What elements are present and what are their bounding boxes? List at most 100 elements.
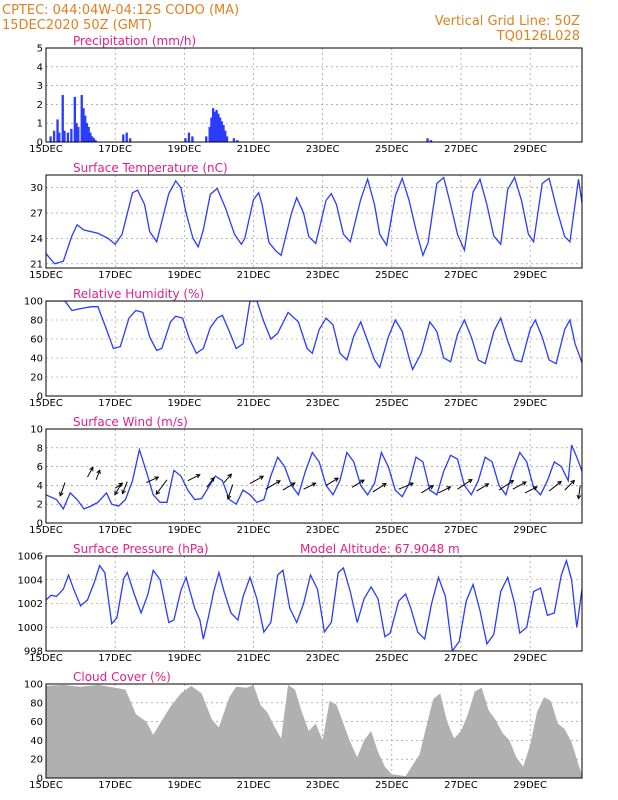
precip-bar xyxy=(122,134,125,142)
pressure-ytick-label: 1002 xyxy=(18,599,43,610)
wind-line xyxy=(46,444,582,511)
pressure-xtick-label: 21DEC xyxy=(237,653,271,664)
wind-arrow xyxy=(548,481,562,492)
precip-bar xyxy=(66,132,70,142)
wind-arrow xyxy=(351,479,365,488)
precip-bar xyxy=(217,113,220,142)
wind-arrow xyxy=(438,486,451,494)
wind-arrow-head xyxy=(290,482,296,487)
cloud-xtick-label: 25DEC xyxy=(375,780,409,791)
rh-ytick-label: 60 xyxy=(30,335,43,346)
wind-ytick-label: 10 xyxy=(30,425,43,436)
wind-arrow-head xyxy=(227,473,232,479)
precip-bar xyxy=(426,138,429,142)
rh-ytick-label: 0 xyxy=(37,392,43,403)
precip-bar xyxy=(191,136,194,142)
precip-bar xyxy=(213,111,217,142)
cloud-xtick-label: 19DEC xyxy=(167,780,201,791)
rh-xtick-label: 19DEC xyxy=(167,398,201,409)
wind-arrow-head xyxy=(210,476,215,482)
precip-bar xyxy=(125,132,128,142)
wind-arrow-head xyxy=(429,485,435,490)
temp-line xyxy=(46,175,582,265)
cloud-xtick-label: 27DEC xyxy=(444,780,478,791)
cloud-xtick-label: 17DEC xyxy=(98,780,132,791)
pressure-xtick-label: 29DEC xyxy=(513,653,547,664)
wind-arrow xyxy=(114,482,123,495)
pressure-frame xyxy=(45,555,583,652)
precip-bar xyxy=(82,108,85,142)
precip-xtick-label: 23DEC xyxy=(306,144,340,155)
pressure-ytick-label: 1000 xyxy=(18,623,43,634)
cloud-ytick-label: 100 xyxy=(24,680,43,691)
wind-arrow-head xyxy=(96,469,101,475)
precip-bar xyxy=(49,136,52,142)
temp-xtick-label: 15DEC xyxy=(29,270,63,281)
wind-arrow xyxy=(577,485,581,499)
precip-bar xyxy=(210,117,213,142)
cloud-xtick-label: 29DEC xyxy=(513,780,547,791)
pressure-xtick-label: 19DEC xyxy=(167,653,201,664)
wind-arrow-head xyxy=(59,491,64,497)
wind-arrow-head xyxy=(155,490,161,496)
precip-bar xyxy=(215,110,218,142)
wind-arrow xyxy=(227,484,234,500)
wind-xtick-label: 19DEC xyxy=(167,525,201,536)
precip-bar xyxy=(211,108,215,142)
wind-ytick-label: 6 xyxy=(37,462,43,473)
wind-arrow xyxy=(325,477,339,486)
temp-panel: 21 24 27 30 15DEC 17DEC 19DEC 21DEC 23DEC 25DEC 27… xyxy=(29,161,583,281)
wind-arrow xyxy=(265,480,281,490)
wind-arrow-head xyxy=(570,479,576,485)
panels-group: 0 1 2 3 4 5 15DEC 17DEC 19DEC 21DEC 23DEC 25DEC 27DE… xyxy=(18,34,583,791)
wind-xtick-label: 23DEC xyxy=(306,525,340,536)
wind-arrow-head xyxy=(446,486,452,491)
rh-ytick-label: 80 xyxy=(30,316,43,327)
precip-xtick-label: 15DEC xyxy=(29,144,63,155)
wind-arrow-head xyxy=(259,475,265,480)
pressure-ytick-label: 1006 xyxy=(18,552,43,563)
wind-arrow xyxy=(512,481,527,490)
wind-arrow-head xyxy=(114,490,119,496)
temp-title: Surface Temperature (nC) xyxy=(73,161,228,175)
wind-arrow-head xyxy=(154,476,160,481)
precip-xtick-label: 27DEC xyxy=(444,144,478,155)
temp-frame xyxy=(45,174,583,269)
wind-arrow xyxy=(59,482,66,496)
wind-panel: 0 2 4 6 8 10 15DEC 17DEC 19DEC 21DEC 23DEC 25DEC 27D… xyxy=(29,415,583,536)
pressure-title: Surface Pressure (hPa) xyxy=(73,542,209,556)
precip-frame xyxy=(45,47,583,143)
header-location: CPTEC: 044:04W-04:12S CODO (MA) xyxy=(2,3,239,18)
rh-xtick-label: 23DEC xyxy=(306,398,340,409)
wind-arrow-head xyxy=(484,483,490,488)
precip-bar xyxy=(232,138,236,142)
precip-bar xyxy=(90,136,94,142)
cloud-ytick-label: 40 xyxy=(30,736,43,747)
wind-arrow-head xyxy=(522,481,527,486)
temp-xtick-label: 23DEC xyxy=(306,270,340,281)
precip-bar xyxy=(52,130,56,142)
rh-xtick-label: 27DEC xyxy=(444,398,478,409)
rh-frame xyxy=(45,300,583,397)
pressure-xtick-label: 17DEC xyxy=(98,653,132,664)
cloud-ytick-label: 60 xyxy=(30,717,43,728)
cloud-title: Cloud Cover (%) xyxy=(73,670,171,684)
wind-arrow xyxy=(498,480,514,491)
wind-xtick-label: 25DEC xyxy=(375,525,409,536)
precip-xtick-label: 25DEC xyxy=(375,144,409,155)
wind-arrow-head xyxy=(409,482,415,487)
precip-bar xyxy=(128,138,132,142)
precip-ytick-label: 3 xyxy=(37,81,43,92)
temp-ytick-label: 27 xyxy=(30,209,43,220)
wind-arrow-head xyxy=(381,483,387,488)
precip-bar xyxy=(75,123,78,142)
precip-bar xyxy=(222,125,225,142)
pressure-ytick-label: 998 xyxy=(24,647,43,658)
wind-arrow xyxy=(457,479,473,490)
wind-arrow xyxy=(95,469,101,480)
rh-line xyxy=(46,301,582,372)
precip-bar xyxy=(85,123,89,142)
wind-arrow-head xyxy=(576,494,582,500)
wind-arrow xyxy=(398,482,414,490)
wind-xtick-label: 29DEC xyxy=(513,525,547,536)
